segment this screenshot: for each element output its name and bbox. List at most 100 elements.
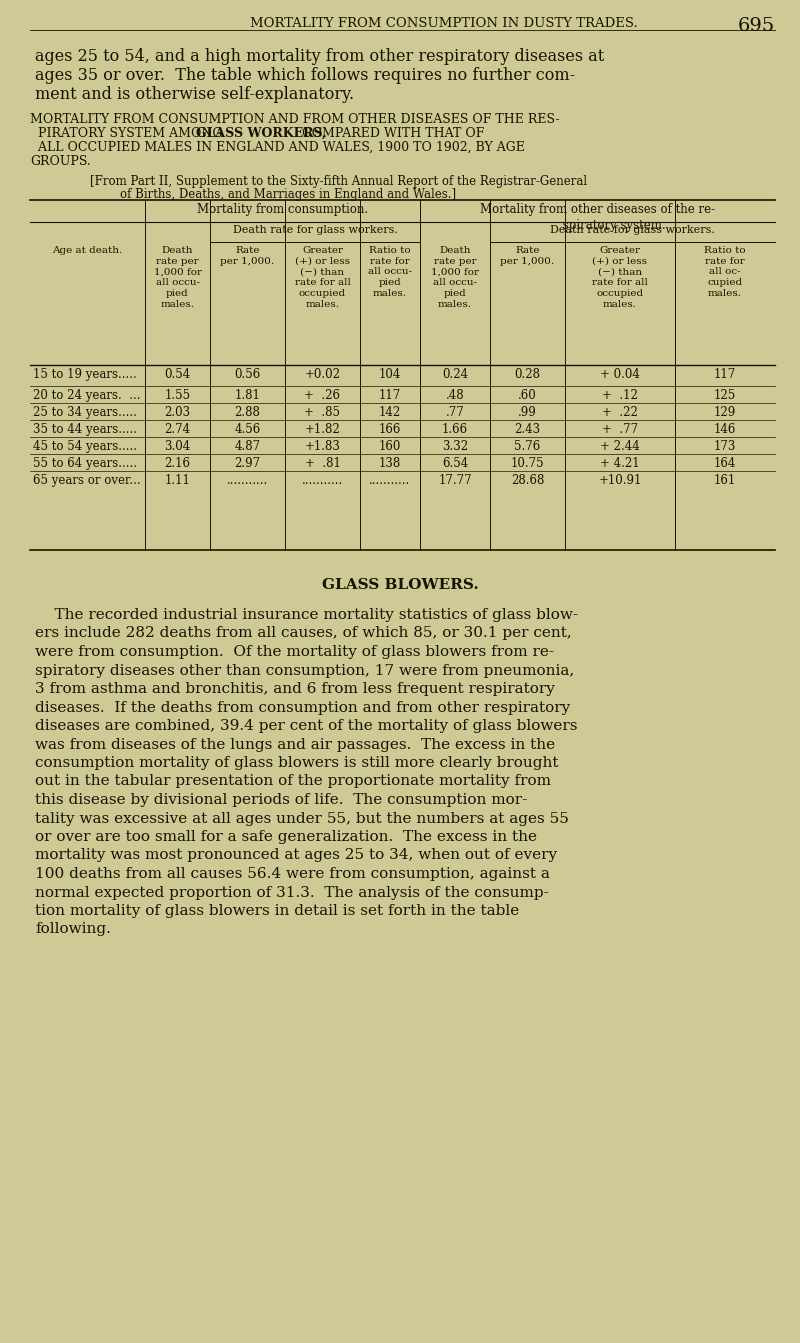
Text: Death rate for glass workers.: Death rate for glass workers. bbox=[233, 226, 398, 235]
Text: Greater
(+) or less
(−) than
rate for all
occupied
males.: Greater (+) or less (−) than rate for al… bbox=[592, 246, 648, 309]
Text: this disease by divisional periods of life.  The consumption mor-: this disease by divisional periods of li… bbox=[35, 792, 527, 807]
Text: tality was excessive at all ages under 55, but the numbers at ages 55: tality was excessive at all ages under 5… bbox=[35, 811, 569, 826]
Text: ...........: ........... bbox=[302, 474, 343, 488]
Text: were from consumption.  Of the mortality of glass blowers from re-: were from consumption. Of the mortality … bbox=[35, 645, 554, 659]
Text: ALL OCCUPIED MALES IN ENGLAND AND WALES, 1900 TO 1902, BY AGE: ALL OCCUPIED MALES IN ENGLAND AND WALES,… bbox=[30, 141, 525, 154]
Text: GLASS WORKERS,: GLASS WORKERS, bbox=[196, 128, 326, 140]
Text: Death rate for glass workers.: Death rate for glass workers. bbox=[550, 226, 715, 235]
Text: 20 to 24 years.  ...: 20 to 24 years. ... bbox=[33, 389, 141, 402]
Text: 15 to 19 years.....: 15 to 19 years..... bbox=[33, 368, 137, 381]
Text: .60: .60 bbox=[518, 389, 537, 402]
Text: 2.43: 2.43 bbox=[514, 423, 541, 436]
Text: GLASS BLOWERS.: GLASS BLOWERS. bbox=[322, 577, 478, 592]
Text: 160: 160 bbox=[379, 441, 401, 453]
Text: 117: 117 bbox=[714, 368, 736, 381]
Text: Rate
per 1,000.: Rate per 1,000. bbox=[221, 246, 274, 266]
Text: or over are too small for a safe generalization.  The excess in the: or over are too small for a safe general… bbox=[35, 830, 537, 843]
Text: of Births, Deaths, and Marriages in England and Wales.]: of Births, Deaths, and Marriages in Engl… bbox=[90, 188, 456, 201]
Text: Death
rate per
1,000 for
all occu-
pied
males.: Death rate per 1,000 for all occu- pied … bbox=[431, 246, 479, 309]
Text: normal expected proportion of 31.3.  The analysis of the consump-: normal expected proportion of 31.3. The … bbox=[35, 885, 549, 900]
Text: ment and is otherwise self-explanatory.: ment and is otherwise self-explanatory. bbox=[35, 86, 354, 103]
Text: spiratory diseases other than consumption, 17 were from pneumonia,: spiratory diseases other than consumptio… bbox=[35, 663, 574, 677]
Text: +1.82: +1.82 bbox=[305, 423, 340, 436]
Text: consumption mortality of glass blowers is still more clearly brought: consumption mortality of glass blowers i… bbox=[35, 756, 558, 770]
Text: ...........: ........... bbox=[227, 474, 268, 488]
Text: 695: 695 bbox=[738, 17, 775, 35]
Text: 3 from asthma and bronchitis, and 6 from less frequent respiratory: 3 from asthma and bronchitis, and 6 from… bbox=[35, 682, 555, 696]
Text: MORTALITY FROM CONSUMPTION IN DUSTY TRADES.: MORTALITY FROM CONSUMPTION IN DUSTY TRAD… bbox=[250, 17, 638, 30]
Text: 4.87: 4.87 bbox=[234, 441, 261, 453]
Text: tion mortality of glass blowers in detail is set forth in the table: tion mortality of glass blowers in detai… bbox=[35, 904, 519, 919]
Text: MORTALITY FROM CONSUMPTION AND FROM OTHER DISEASES OF THE RES-: MORTALITY FROM CONSUMPTION AND FROM OTHE… bbox=[30, 113, 560, 126]
Text: Death
rate per
1,000 for
all occu-
pied
males.: Death rate per 1,000 for all occu- pied … bbox=[154, 246, 202, 309]
Text: +0.02: +0.02 bbox=[305, 368, 341, 381]
Text: +  .77: + .77 bbox=[602, 423, 638, 436]
Text: 146: 146 bbox=[714, 423, 736, 436]
Text: Ratio to
rate for
all occu-
pied
males.: Ratio to rate for all occu- pied males. bbox=[368, 246, 412, 298]
Text: diseases.  If the deaths from consumption and from other respiratory: diseases. If the deaths from consumption… bbox=[35, 701, 570, 714]
Text: +1.83: +1.83 bbox=[305, 441, 341, 453]
Text: 2.74: 2.74 bbox=[165, 423, 190, 436]
Text: 1.11: 1.11 bbox=[165, 474, 190, 488]
Text: Mortality from consumption.: Mortality from consumption. bbox=[197, 203, 368, 216]
Text: 104: 104 bbox=[379, 368, 401, 381]
Text: The recorded industrial insurance mortality statistics of glass blow-: The recorded industrial insurance mortal… bbox=[35, 608, 578, 622]
Text: 0.54: 0.54 bbox=[164, 368, 190, 381]
Text: 1.55: 1.55 bbox=[165, 389, 190, 402]
Text: .99: .99 bbox=[518, 406, 537, 419]
Text: 125: 125 bbox=[714, 389, 736, 402]
Text: +  .81: + .81 bbox=[305, 457, 341, 470]
Text: Rate
per 1,000.: Rate per 1,000. bbox=[501, 246, 554, 266]
Text: +  .26: + .26 bbox=[305, 389, 341, 402]
Text: 65 years or over...: 65 years or over... bbox=[33, 474, 141, 488]
Text: Age at death.: Age at death. bbox=[52, 246, 122, 255]
Text: 1.66: 1.66 bbox=[442, 423, 468, 436]
Text: ages 35 or over.  The table which follows requires no further com-: ages 35 or over. The table which follows… bbox=[35, 67, 575, 85]
Text: following.: following. bbox=[35, 923, 111, 936]
Text: 3.32: 3.32 bbox=[442, 441, 468, 453]
Text: was from diseases of the lungs and air passages.  The excess in the: was from diseases of the lungs and air p… bbox=[35, 737, 555, 752]
Text: 10.75: 10.75 bbox=[510, 457, 544, 470]
Text: ers include 282 deaths from all causes, of which 85, or 30.1 per cent,: ers include 282 deaths from all causes, … bbox=[35, 626, 572, 641]
Text: 164: 164 bbox=[714, 457, 736, 470]
Text: +  .85: + .85 bbox=[305, 406, 341, 419]
Text: 100 deaths from all causes 56.4 were from consumption, against a: 100 deaths from all causes 56.4 were fro… bbox=[35, 868, 550, 881]
Text: Mortality from other diseases of the re-
         spiratory system.: Mortality from other diseases of the re-… bbox=[480, 203, 715, 232]
Text: 129: 129 bbox=[714, 406, 736, 419]
Text: 4.56: 4.56 bbox=[234, 423, 261, 436]
Text: PIRATORY SYSTEM AMONG: PIRATORY SYSTEM AMONG bbox=[30, 128, 226, 140]
Text: 117: 117 bbox=[379, 389, 401, 402]
Text: + 2.44: + 2.44 bbox=[600, 441, 640, 453]
Text: Ratio to
rate for
all oc-
cupied
males.: Ratio to rate for all oc- cupied males. bbox=[704, 246, 746, 298]
Text: +10.91: +10.91 bbox=[598, 474, 642, 488]
Text: 55 to 64 years.....: 55 to 64 years..... bbox=[33, 457, 137, 470]
Text: +  .12: + .12 bbox=[602, 389, 638, 402]
Text: COMPARED WITH THAT OF: COMPARED WITH THAT OF bbox=[298, 128, 484, 140]
Text: diseases are combined, 39.4 per cent of the mortality of glass blowers: diseases are combined, 39.4 per cent of … bbox=[35, 719, 578, 733]
Text: 28.68: 28.68 bbox=[511, 474, 544, 488]
Text: 2.88: 2.88 bbox=[234, 406, 261, 419]
Text: 2.97: 2.97 bbox=[234, 457, 261, 470]
Text: .77: .77 bbox=[446, 406, 464, 419]
Text: 1.81: 1.81 bbox=[234, 389, 261, 402]
Text: 0.24: 0.24 bbox=[442, 368, 468, 381]
Text: mortality was most pronounced at ages 25 to 34, when out of every: mortality was most pronounced at ages 25… bbox=[35, 849, 557, 862]
Text: 166: 166 bbox=[379, 423, 401, 436]
Text: 35 to 44 years.....: 35 to 44 years..... bbox=[33, 423, 137, 436]
Text: 138: 138 bbox=[379, 457, 401, 470]
Text: 142: 142 bbox=[379, 406, 401, 419]
Text: ...........: ........... bbox=[370, 474, 410, 488]
Text: .48: .48 bbox=[446, 389, 464, 402]
Text: +  .22: + .22 bbox=[602, 406, 638, 419]
Text: 6.54: 6.54 bbox=[442, 457, 468, 470]
Text: [From Part II, Supplement to the Sixty-fifth Annual Report of the Registrar-Gene: [From Part II, Supplement to the Sixty-f… bbox=[90, 175, 587, 188]
Text: + 4.21: + 4.21 bbox=[600, 457, 640, 470]
Text: 3.04: 3.04 bbox=[164, 441, 190, 453]
Text: ages 25 to 54, and a high mortality from other respiratory diseases at: ages 25 to 54, and a high mortality from… bbox=[35, 48, 604, 64]
Text: 2.03: 2.03 bbox=[165, 406, 190, 419]
Text: 5.76: 5.76 bbox=[514, 441, 541, 453]
Text: 173: 173 bbox=[714, 441, 736, 453]
Text: 2.16: 2.16 bbox=[165, 457, 190, 470]
Text: + 0.04: + 0.04 bbox=[600, 368, 640, 381]
Text: 0.28: 0.28 bbox=[514, 368, 541, 381]
